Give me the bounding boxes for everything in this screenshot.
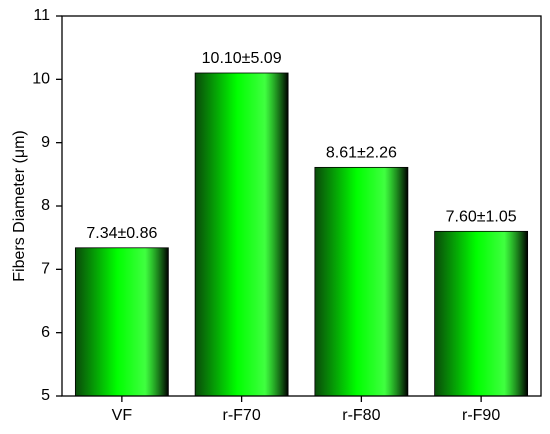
bar (314, 166, 409, 397)
y-tick-label: 5 (41, 387, 50, 404)
x-tick-label: r-F90 (462, 407, 500, 424)
x-tick-label: r-F70 (223, 407, 261, 424)
x-tick-label: VF (112, 407, 133, 424)
y-tick-label: 8 (41, 197, 50, 214)
bar (74, 247, 169, 397)
y-tick-label: 9 (41, 134, 50, 151)
bar (194, 72, 289, 397)
y-tick-label: 10 (32, 71, 50, 88)
value-label: 7.60±1.05 (446, 209, 517, 226)
value-label: 7.34±0.86 (86, 225, 157, 242)
y-tick-label: 11 (33, 7, 50, 24)
plot-frame (61, 15, 542, 397)
bar (434, 230, 529, 397)
x-tick-label: r-F80 (342, 407, 380, 424)
value-label: 8.61±2.26 (326, 145, 397, 162)
value-label: 10.10±5.09 (202, 50, 282, 67)
y-tick-label: 6 (41, 324, 50, 341)
y-tick-label: 7 (41, 261, 50, 278)
y-axis-label: Fibers Diameter (μm) (11, 130, 28, 281)
